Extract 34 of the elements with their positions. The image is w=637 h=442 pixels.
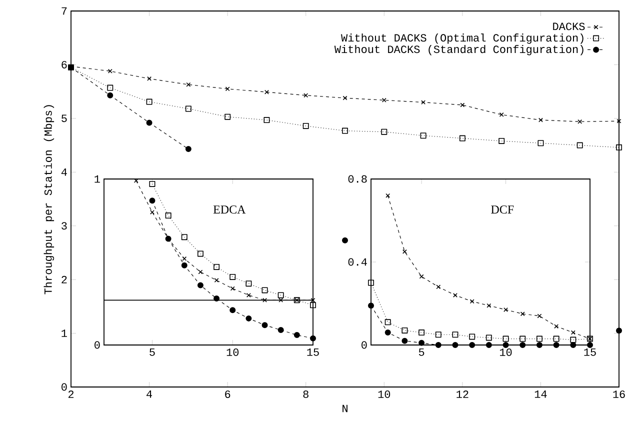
y-tick-label: 2: [62, 276, 67, 284]
y-tick-label: 4: [61, 168, 67, 176]
y-tick-label: 7: [62, 7, 67, 15]
y-tick-label: 1: [62, 330, 67, 337]
x-tick-label: 5: [418, 348, 424, 356]
x-tick-label: 10: [500, 348, 512, 356]
x-tick-label: 2: [68, 390, 74, 398]
x-tick-label: 4: [146, 390, 152, 398]
x-tick-label: 15: [584, 348, 596, 356]
x-tick-label: 14: [534, 390, 547, 398]
legend-label: Without DACKS (Standard Configuration): [334, 44, 584, 56]
x-tick-label: 16: [613, 390, 625, 398]
legend-label: Without DACKS (Optimal Configuration): [341, 34, 584, 44]
x-tick-label: 12: [456, 390, 468, 398]
x-axis-title: N: [342, 404, 348, 412]
y-tick-label: 3: [62, 222, 67, 230]
y-tick-label: 0: [94, 341, 100, 349]
x-tick-label: 6: [225, 390, 230, 398]
y-tick-label: 0.8: [348, 175, 367, 183]
x-tick-label: 5: [150, 348, 155, 356]
x-tick-label: 10: [226, 348, 239, 356]
y-tick-label: 0: [62, 383, 67, 391]
x-tick-label: 10: [378, 390, 390, 398]
y-tick-label: 0.4: [348, 258, 367, 266]
y-axis-title: Throughput per Station (Mbps): [44, 105, 54, 294]
x-tick-label: 8: [303, 390, 308, 398]
text: DCF: [491, 206, 514, 214]
y-tick-label: 0: [362, 341, 367, 349]
y-tick-label: 6: [62, 60, 67, 68]
y-tick-label: 1: [94, 175, 100, 183]
legend-label: DACKS: [553, 22, 585, 30]
y-tick-label: 5: [62, 114, 67, 122]
x-tick-label: 15: [307, 348, 319, 356]
text: EDCA: [213, 206, 246, 214]
